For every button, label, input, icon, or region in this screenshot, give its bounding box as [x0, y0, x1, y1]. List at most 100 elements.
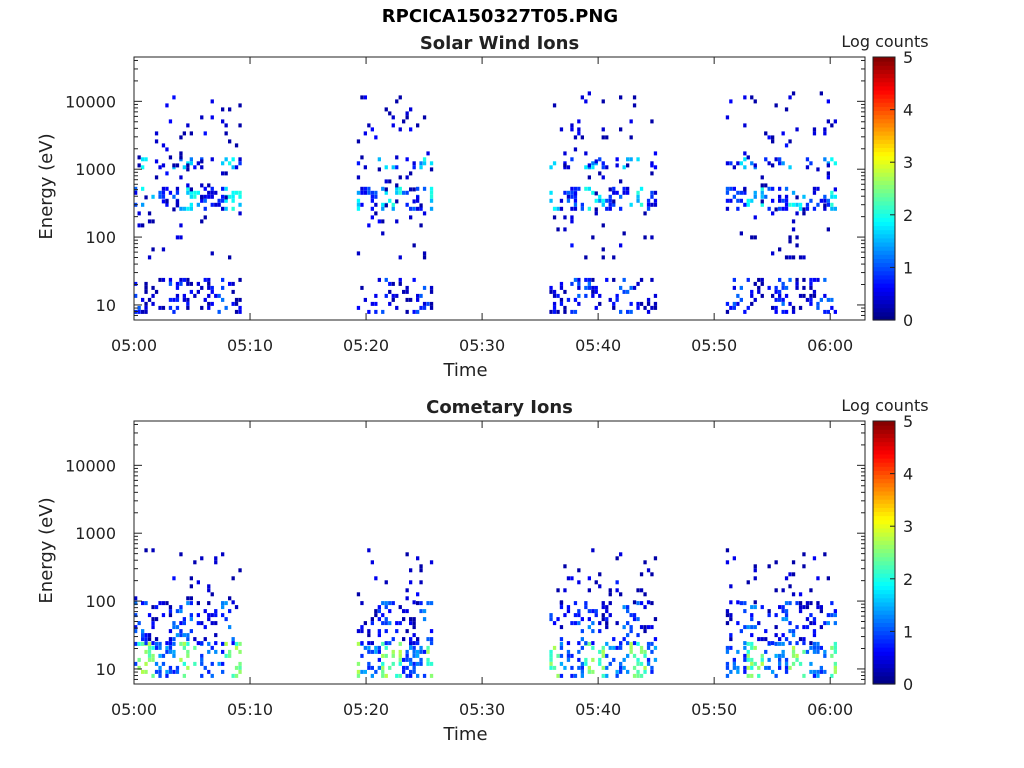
heatmap-cell: [381, 653, 385, 658]
heatmap-cell: [791, 649, 796, 654]
heatmap-cell: [746, 198, 750, 203]
heatmap-cell: [429, 190, 434, 195]
heatmap-cell: [203, 186, 207, 191]
heatmap-cell: [374, 293, 378, 298]
heatmap-cell: [594, 198, 598, 203]
heatmap-cell: [830, 157, 834, 162]
colorbar-swatch: [873, 515, 895, 521]
heatmap-cell: [224, 617, 228, 622]
heatmap-cell: [412, 621, 416, 626]
heatmap-cell: [778, 637, 782, 642]
heatmap-cell: [161, 199, 166, 204]
heatmap-cell: [416, 309, 420, 314]
heatmap-cell: [570, 243, 574, 248]
heatmap-cell: [210, 194, 214, 199]
heatmap-cell: [725, 560, 730, 565]
heatmap-cell: [398, 127, 402, 132]
heatmap-cell: [594, 159, 598, 164]
heatmap-cell: [643, 605, 647, 610]
heatmap-cell: [377, 219, 381, 224]
y-tick-label: 100: [85, 228, 116, 247]
heatmap-cell: [788, 572, 792, 577]
heatmap-cell: [137, 155, 141, 160]
heatmap-cell: [580, 669, 584, 674]
heatmap-cell: [182, 673, 186, 678]
heatmap-cell: [788, 584, 792, 589]
heatmap-cell: [577, 621, 581, 626]
heatmap-cell: [653, 657, 658, 662]
heatmap-cell: [791, 592, 796, 597]
heatmap-cell: [161, 186, 166, 191]
heatmap-cell: [422, 649, 427, 654]
heatmap-cell: [570, 215, 574, 220]
heatmap-cell: [422, 255, 427, 260]
heatmap-cell: [732, 657, 736, 662]
heatmap-cell: [788, 235, 792, 240]
heatmap-cell: [154, 159, 159, 164]
heatmap-cell: [412, 199, 416, 204]
heatmap-cell: [584, 186, 588, 191]
heatmap-cell: [639, 186, 644, 191]
heatmap-cell: [563, 190, 567, 195]
heatmap-cell: [231, 157, 235, 162]
heatmap-cell: [584, 99, 588, 104]
heatmap-cell: [381, 621, 385, 626]
heatmap-cell: [134, 190, 138, 195]
heatmap-cell: [549, 661, 553, 666]
heatmap-cell: [402, 657, 406, 662]
heatmap-cell: [391, 661, 395, 666]
heatmap-cell: [356, 251, 361, 256]
x-tick-label: 06:00: [807, 700, 853, 719]
colorbar-swatch: [873, 659, 895, 665]
colorbar-label: Log counts: [841, 396, 928, 415]
heatmap-cell: [200, 198, 204, 203]
heatmap-cell: [643, 653, 647, 658]
heatmap-cell: [189, 161, 193, 166]
colorbar-swatch: [873, 560, 895, 566]
heatmap-cell: [764, 194, 768, 199]
colorbar-swatch: [873, 663, 895, 669]
heatmap-cell: [643, 560, 647, 565]
colorbar-tick-label: 0: [903, 311, 913, 330]
heatmap-cell: [643, 625, 647, 630]
heatmap-cell: [395, 621, 399, 626]
heatmap-cell: [193, 645, 197, 650]
heatmap-cell: [615, 588, 619, 593]
heatmap-cell: [760, 605, 764, 610]
heatmap-cell: [405, 190, 409, 195]
heatmap-cell: [653, 556, 658, 561]
heatmap-cell: [753, 99, 757, 104]
heatmap-cell: [650, 171, 654, 176]
heatmap-cell: [622, 625, 626, 630]
heatmap-cell: [605, 621, 609, 626]
colorbar-swatch: [873, 180, 895, 185]
heatmap-cell: [795, 641, 799, 646]
x-tick-label: 06:00: [807, 336, 853, 355]
heatmap-cell: [732, 285, 736, 290]
heatmap-cell: [608, 645, 612, 650]
heatmap-cell: [381, 665, 385, 670]
heatmap-cell: [224, 157, 228, 162]
heatmap-cell: [816, 305, 820, 310]
heatmap-cell: [570, 194, 574, 199]
heatmap-cell: [584, 657, 588, 662]
heatmap-cell: [429, 206, 434, 211]
heatmap-cell: [619, 661, 623, 666]
heatmap-cell: [771, 293, 775, 298]
heatmap-cell: [154, 131, 159, 136]
heatmap-cell: [168, 629, 173, 634]
heatmap-cell: [360, 285, 364, 290]
heatmap-cell: [622, 665, 626, 670]
heatmap-cell: [374, 669, 378, 674]
heatmap-cell: [412, 633, 416, 638]
colorbar-swatch: [873, 192, 895, 198]
heatmap-cell: [405, 609, 409, 614]
heatmap-cell: [767, 285, 771, 290]
colorbar-swatch: [873, 441, 895, 447]
heatmap-cell: [412, 309, 416, 314]
heatmap-cell: [802, 293, 806, 298]
heatmap-cell: [833, 119, 837, 124]
heatmap-cell: [147, 613, 152, 618]
heatmap-cell: [636, 669, 640, 674]
heatmap-cell: [809, 588, 813, 593]
